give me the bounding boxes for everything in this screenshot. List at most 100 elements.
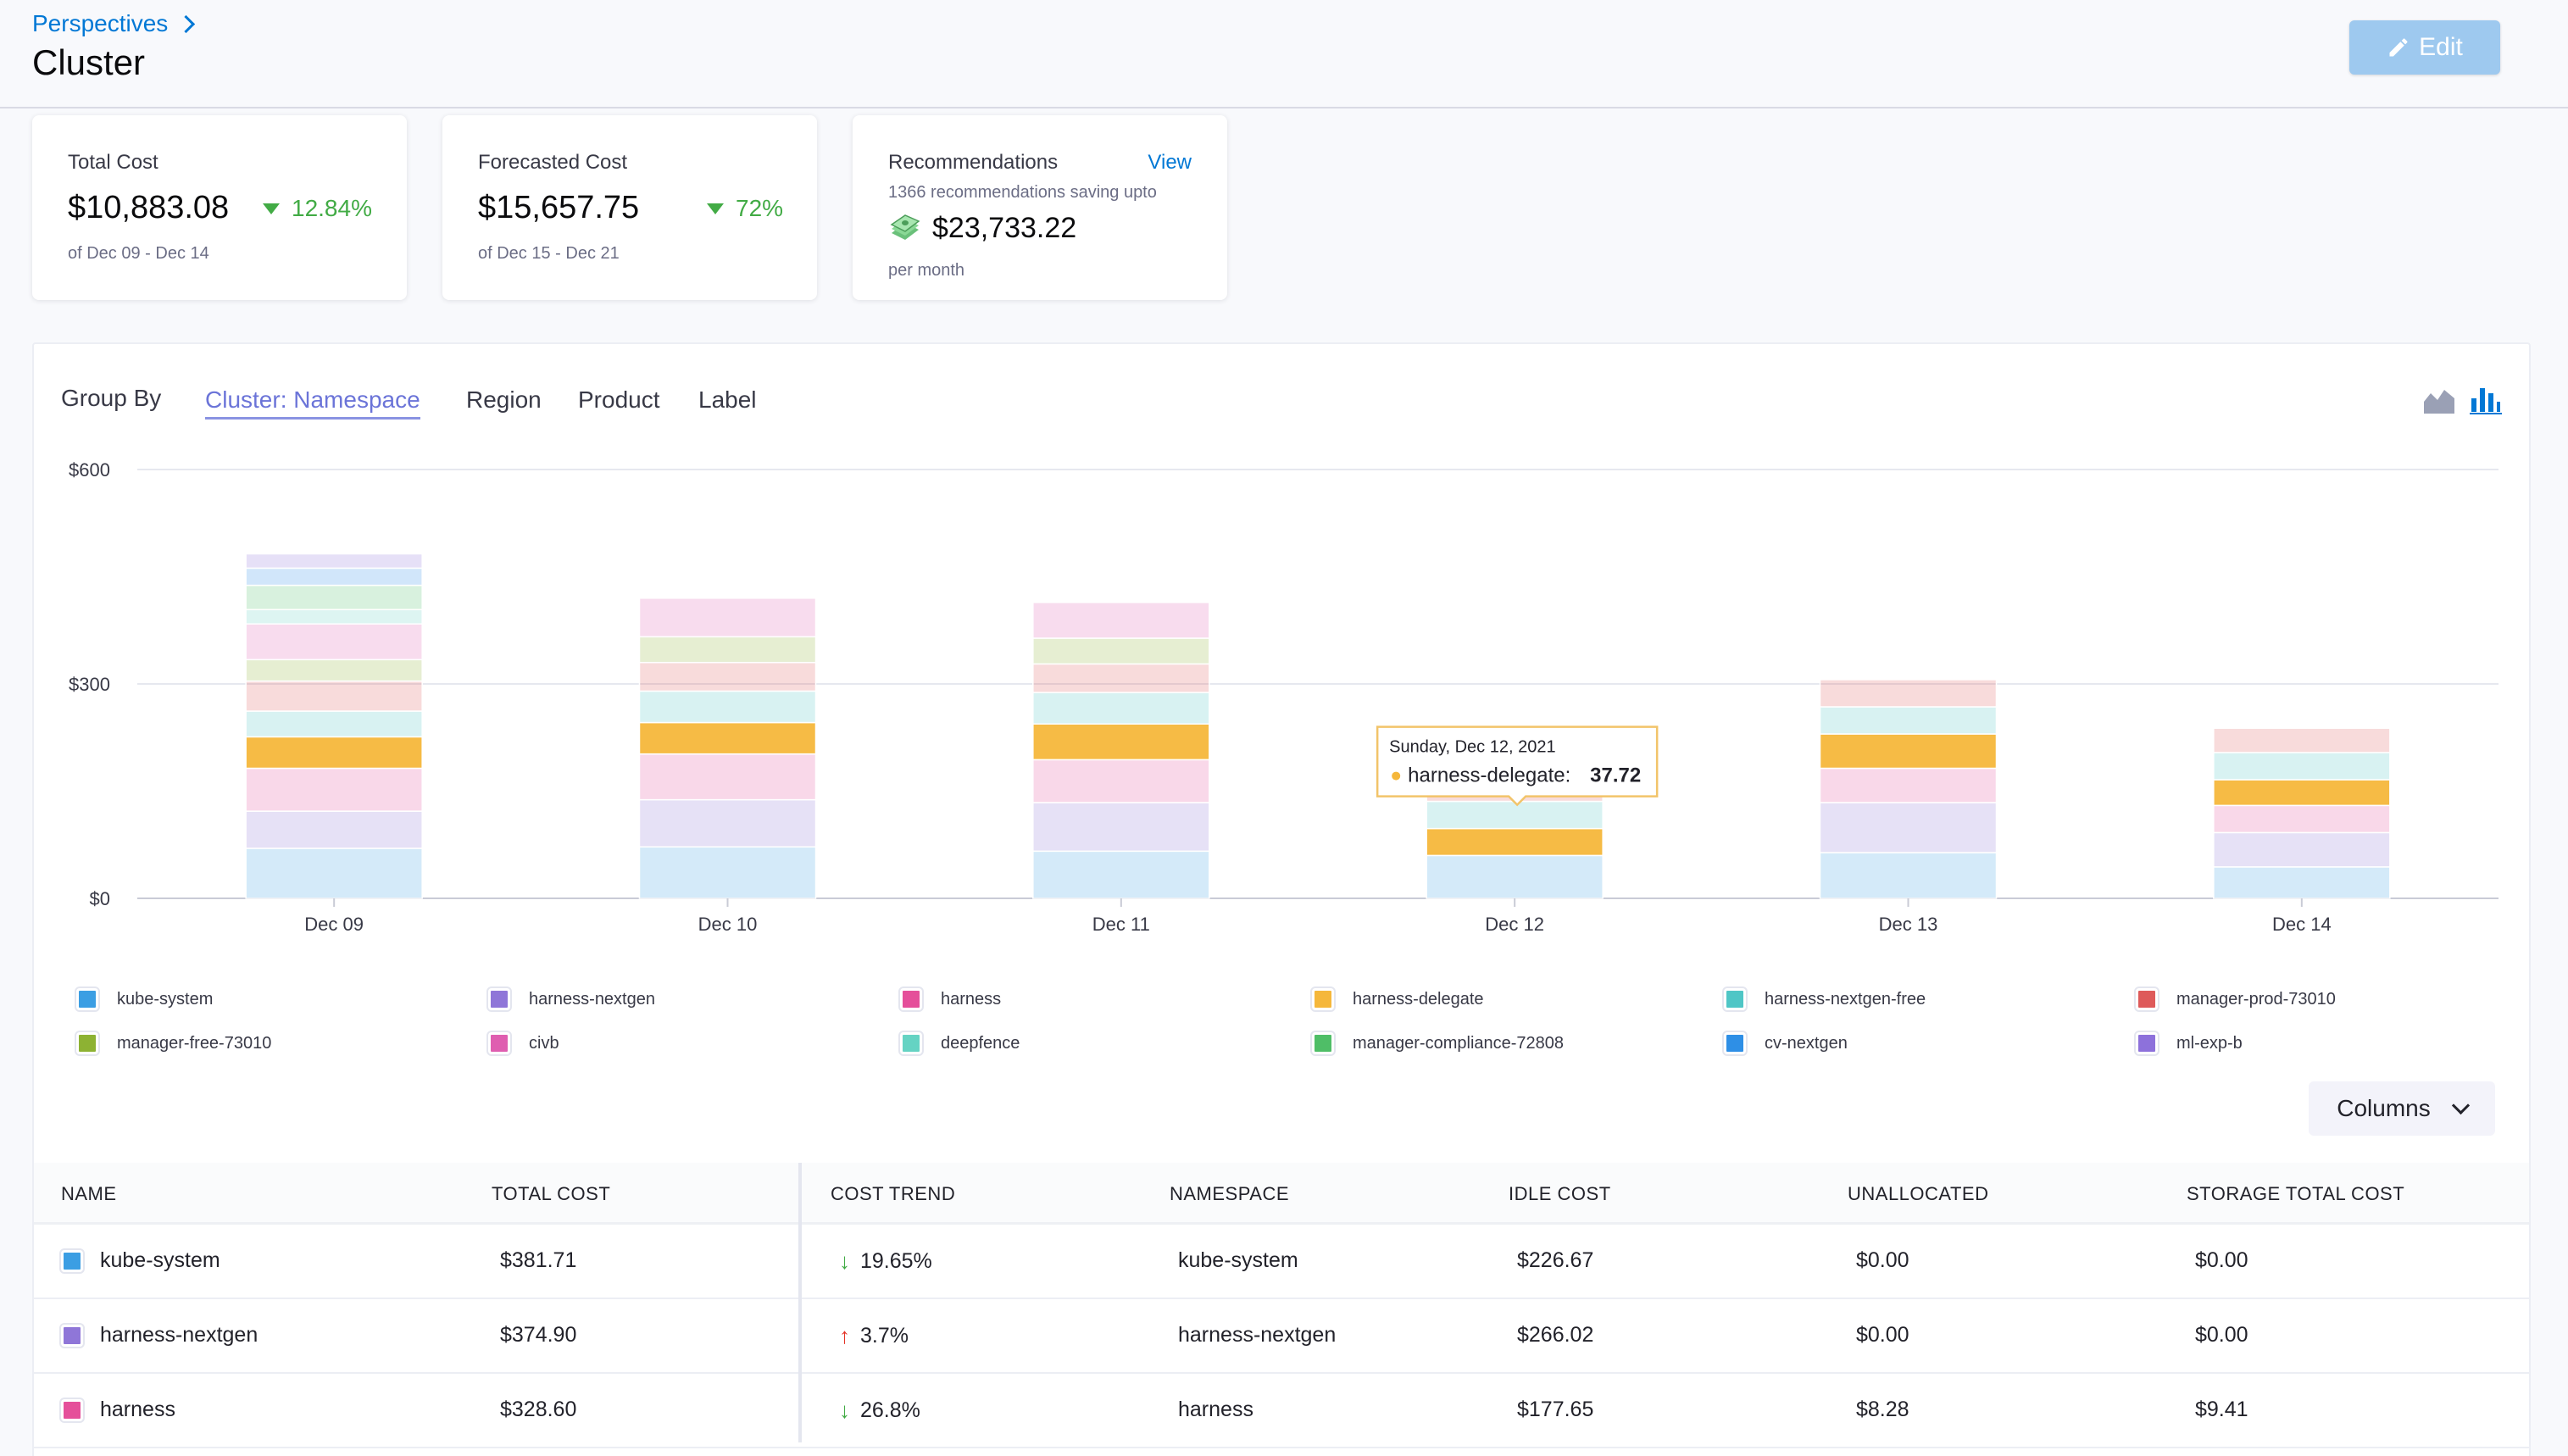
trend-value: 3.7% <box>860 1324 909 1348</box>
arrow-down-icon: ↓ <box>839 1248 850 1274</box>
x-tick-label: Dec 10 <box>698 914 758 935</box>
forecasted-cost-trend: 72% <box>707 195 783 222</box>
cell-namespace: harness <box>1178 1398 1253 1421</box>
bar-segment-harness-delegate <box>1426 827 1604 857</box>
bar-segment-cv-nextgen <box>245 567 423 586</box>
pinned-column-divider <box>798 1163 802 1442</box>
legend-label: harness <box>941 989 1002 1009</box>
column-header-cost-trend[interactable]: COST TREND <box>831 1183 956 1204</box>
bar-segment-civb <box>1032 602 1210 639</box>
breadcrumb[interactable]: Perspectives <box>32 10 196 37</box>
legend-item[interactable]: harness <box>898 986 1002 1012</box>
column-header-storage-total-cost[interactable]: STORAGE TOTAL COST <box>2187 1183 2405 1204</box>
total-cost-card: Total Cost $10,883.08 12.84% of Dec 09 -… <box>32 115 407 300</box>
tooltip-box <box>1376 725 1659 807</box>
legend-item[interactable]: kube-system <box>75 986 213 1012</box>
bar-segment-harness-nextgen-free <box>1032 692 1210 725</box>
legend-item[interactable]: harness-delegate <box>1310 986 1484 1012</box>
table-row[interactable]: kube-system $381.71 ↓ 19.65% kube-system $226… <box>34 1225 2529 1299</box>
trend-down-icon <box>263 203 280 214</box>
row-name: harness <box>100 1398 175 1421</box>
legend-item[interactable]: cv-nextgen <box>1722 1031 1848 1056</box>
bar-segment-manager-free-73010 <box>1032 637 1210 665</box>
tab-label[interactable]: Label <box>698 386 757 413</box>
arrow-up-icon: ↑ <box>839 1323 850 1348</box>
chart-panel: Group By Cluster: Namespace Region Produ… <box>32 342 2531 1456</box>
column-header-name[interactable]: NAME <box>61 1183 117 1204</box>
legend-swatch <box>486 986 512 1012</box>
y-tick-label: $0 <box>90 888 110 909</box>
cell-storage-total-cost: $0.00 <box>2195 1248 2248 1272</box>
legend-swatch <box>2134 986 2159 1012</box>
columns-label: Columns <box>2337 1095 2431 1121</box>
page-header: Perspectives Cluster Edit <box>0 0 2568 108</box>
legend-item[interactable]: manager-free-73010 <box>75 1031 271 1056</box>
bar-segment-harness <box>638 753 817 801</box>
legend-swatch <box>1722 986 1748 1012</box>
x-tick-label: Dec 14 <box>2272 914 2332 935</box>
breadcrumb-perspectives-link[interactable]: Perspectives <box>32 10 169 36</box>
legend-swatch <box>1310 986 1336 1012</box>
total-cost-label: Total Cost <box>68 151 158 174</box>
columns-dropdown[interactable]: Columns <box>2309 1081 2495 1136</box>
arrow-down-icon: ↓ <box>839 1398 850 1423</box>
legend-swatch <box>75 1031 100 1056</box>
tab-region[interactable]: Region <box>466 386 542 413</box>
column-header-namespace[interactable]: NAMESPACE <box>1170 1183 1290 1204</box>
legend-item[interactable]: manager-prod-73010 <box>2134 986 2336 1012</box>
bar-segment-harness <box>245 767 423 812</box>
bar-segment-harness <box>2213 804 2391 834</box>
legend-label: manager-prod-73010 <box>2176 989 2336 1009</box>
legend-swatch <box>898 1031 924 1056</box>
y-tick-label: $300 <box>69 674 110 695</box>
bar-segment-harness-delegate <box>638 721 817 755</box>
cell-namespace: harness-nextgen <box>1178 1323 1337 1347</box>
column-header-idle-cost[interactable]: IDLE COST <box>1509 1183 1611 1204</box>
column-header-total-cost[interactable]: TOTAL COST <box>492 1183 611 1204</box>
legend-item[interactable]: ml-exp-b <box>2134 1031 2243 1056</box>
legend-label: manager-compliance-72808 <box>1353 1033 1565 1053</box>
trend-down-icon <box>707 203 724 214</box>
bar-segment-harness-nextgen-free <box>245 710 423 738</box>
legend-label: deepfence <box>941 1033 1020 1053</box>
row-color-swatch <box>59 1248 85 1274</box>
cell-total-cost: $374.90 <box>500 1323 577 1347</box>
cell-name: harness-nextgen <box>59 1322 258 1348</box>
bar-segment-harness-delegate <box>1819 733 1998 770</box>
cell-idle-cost: $266.02 <box>1517 1323 1594 1347</box>
table-header: NAME TOTAL COST COST TREND NAMESPACE IDL… <box>34 1163 2529 1225</box>
legend-item[interactable]: harness-nextgen-free <box>1722 986 1926 1012</box>
trend-value: 19.65% <box>860 1249 932 1273</box>
row-name: harness-nextgen <box>100 1323 258 1347</box>
legend-item[interactable]: civb <box>486 1031 559 1056</box>
edit-button[interactable]: Edit <box>2349 20 2500 75</box>
tab-product[interactable]: Product <box>578 386 660 413</box>
tab-cluster-namespace[interactable]: Cluster: Namespace <box>205 386 420 420</box>
legend-label: ml-exp-b <box>2176 1033 2243 1053</box>
bar-segment-harness-delegate <box>2213 779 2391 807</box>
recommendations-period: per month <box>888 261 965 280</box>
bar-segment-kube-system <box>638 846 817 899</box>
money-stack-icon <box>890 214 920 240</box>
table-row[interactable]: harness $328.60 ↓ 26.8% harness $177.65 $8.28 $… <box>34 1374 2529 1448</box>
cell-storage-total-cost: $0.00 <box>2195 1323 2248 1347</box>
chevron-right-icon <box>177 14 196 33</box>
recommendations-view-link[interactable]: View <box>1148 151 1192 174</box>
trend-value: 26.8% <box>860 1398 920 1422</box>
bar-segment-manager-prod-73010 <box>638 661 817 692</box>
bar-segment-manager-prod-73010 <box>2213 727 2391 753</box>
total-cost-value: $10,883.08 <box>68 190 230 225</box>
legend-item[interactable]: manager-compliance-72808 <box>1310 1031 1565 1056</box>
cell-cost-trend: ↓ 19.65% <box>839 1248 932 1275</box>
bar-chart-icon[interactable] <box>2468 381 2502 415</box>
legend-item[interactable]: deepfence <box>898 1031 1020 1056</box>
area-chart-icon[interactable] <box>2422 381 2456 415</box>
column-header-unallocated[interactable]: UNALLOCATED <box>1848 1183 1989 1204</box>
tooltip-date: Sunday, Dec 12, 2021 <box>1389 738 1555 757</box>
legend-item[interactable]: harness-nextgen <box>486 986 655 1012</box>
table-row[interactable]: harness-nextgen $374.90 ↑ 3.7% harness-nextg… <box>34 1299 2529 1374</box>
cell-name: kube-system <box>59 1248 220 1274</box>
recommendations-card: Recommendations View 1366 recommendation… <box>853 115 1227 300</box>
table-body: kube-system $381.71 ↓ 19.65% kube-system $226… <box>34 1225 2529 1448</box>
